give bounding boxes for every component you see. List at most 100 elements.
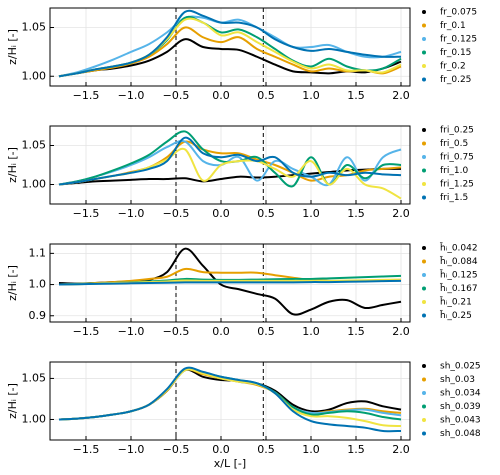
legend-label: fr_0.075 xyxy=(440,8,477,18)
x-axis-label: x/L [-] xyxy=(214,457,246,470)
legend-label: fr_0.25 xyxy=(440,75,471,85)
x-tick-label: −1.0 xyxy=(118,325,145,338)
legend-marker xyxy=(422,168,426,173)
legend-marker xyxy=(422,64,426,68)
legend-marker xyxy=(422,313,426,318)
legend-marker xyxy=(422,182,426,186)
x-tick-label: 0.0 xyxy=(212,443,230,456)
y-tick-label: 1.05 xyxy=(22,139,47,152)
plot-frame xyxy=(49,7,411,87)
y-axis-label: z/Hᵢ [-] xyxy=(6,147,19,183)
y-tick-label: 1.00 xyxy=(22,178,47,191)
x-tick-label: 1.5 xyxy=(347,89,365,102)
legend-marker xyxy=(422,286,426,291)
x-tick-label: −0.5 xyxy=(163,207,190,220)
x-tick-label: 0.5 xyxy=(257,207,275,220)
legend-marker xyxy=(422,195,426,200)
legend-marker xyxy=(422,377,426,382)
data-line xyxy=(58,366,402,433)
legend-marker xyxy=(422,77,426,82)
legend-marker xyxy=(422,128,426,132)
x-tick-label: −1.0 xyxy=(118,207,145,220)
x-tick-label: −0.5 xyxy=(163,325,190,338)
legend-marker xyxy=(422,418,426,422)
x-tick-label: −0.5 xyxy=(163,89,190,102)
legend-label: h̄ᵢ_0.21 xyxy=(439,296,471,308)
y-tick-label: 1.00 xyxy=(22,412,47,425)
x-tick-label: 0.0 xyxy=(212,89,230,102)
x-tick-label: 0.5 xyxy=(257,443,275,456)
x-tick-label: −1.5 xyxy=(73,325,100,338)
x-tick-label: 1.0 xyxy=(302,207,320,220)
legend-marker xyxy=(422,10,426,14)
plot-frame xyxy=(49,361,411,441)
legend-label: fri_0.25 xyxy=(440,126,474,136)
legend-label: sh_0.025 xyxy=(440,362,481,372)
legend-label: h̄ᵢ_0.25 xyxy=(439,309,471,321)
y-tick-label: 1.1 xyxy=(29,246,47,259)
legend-marker xyxy=(422,155,426,159)
x-tick-label: −1.0 xyxy=(118,443,145,456)
legend-label: fri_0.75 xyxy=(440,153,474,163)
x-tick-label: 1.0 xyxy=(302,89,320,102)
legend-marker xyxy=(422,50,426,55)
data-line xyxy=(58,9,402,78)
data-line xyxy=(58,367,402,421)
x-tick-label: 2.0 xyxy=(392,443,410,456)
legend-label: fri_1.25 xyxy=(440,180,474,190)
legend-marker xyxy=(422,391,426,395)
legend-label: fr_0.1 xyxy=(440,21,466,31)
x-tick-label: 1.5 xyxy=(347,443,365,456)
y-tick-label: 1.05 xyxy=(22,21,47,34)
legend-marker xyxy=(422,23,426,28)
x-tick-label: 0.0 xyxy=(212,207,230,220)
data-line xyxy=(58,136,402,186)
plot-frame xyxy=(49,243,411,323)
y-axis-label: z/Hᵢ [-] xyxy=(6,383,19,419)
legend-label: h̄ᵢ_0.167 xyxy=(439,282,477,294)
legend-label: h̄ᵢ_0.125 xyxy=(439,269,477,281)
legend-marker xyxy=(422,300,426,304)
x-tick-label: 0.5 xyxy=(257,325,275,338)
x-tick-label: 2.0 xyxy=(392,89,410,102)
data-line xyxy=(58,279,402,286)
data-line xyxy=(58,167,402,186)
x-tick-label: 1.5 xyxy=(347,207,365,220)
legend-label: h̄ᵢ_0.084 xyxy=(439,255,477,267)
y-tick-label: 1.0 xyxy=(29,278,47,291)
legend-marker xyxy=(422,431,426,436)
legend-label: sh_0.039 xyxy=(440,402,481,412)
x-tick-label: −1.0 xyxy=(118,89,145,102)
x-tick-label: 1.5 xyxy=(347,325,365,338)
x-tick-label: −1.5 xyxy=(73,443,100,456)
legend-label: sh_0.034 xyxy=(440,389,481,399)
legend-label: fri_0.5 xyxy=(440,139,468,149)
x-tick-label: 2.0 xyxy=(392,325,410,338)
legend-marker xyxy=(422,364,426,368)
x-tick-label: −1.5 xyxy=(73,207,100,220)
legend-label: fri_1.5 xyxy=(440,193,468,203)
legend-label: sh_0.03 xyxy=(440,375,475,385)
x-tick-label: 2.0 xyxy=(392,207,410,220)
y-axis-label: z/Hᵢ [-] xyxy=(6,265,19,301)
legend-marker xyxy=(422,404,426,409)
x-tick-label: 1.0 xyxy=(302,443,320,456)
legend-marker xyxy=(422,141,426,146)
legend-label: fr_0.2 xyxy=(440,62,466,72)
x-tick-label: 0.5 xyxy=(257,89,275,102)
y-tick-label: 1.05 xyxy=(22,371,47,384)
legend-marker xyxy=(422,273,426,277)
legend-label: sh_0.043 xyxy=(440,416,481,426)
legend-label: fr_0.15 xyxy=(440,48,471,58)
legend-label: h̄ᵢ_0.042 xyxy=(439,242,477,254)
x-tick-label: 0.0 xyxy=(212,325,230,338)
legend-label: fr_0.125 xyxy=(440,35,477,45)
x-tick-label: 1.0 xyxy=(302,325,320,338)
legend-label: sh_0.048 xyxy=(440,429,481,439)
y-axis-label: z/Hᵢ [-] xyxy=(6,29,19,65)
legend-marker xyxy=(422,259,426,264)
legend-marker xyxy=(422,37,426,41)
legend-marker xyxy=(422,246,426,250)
legend-label: fri_1.0 xyxy=(440,166,468,176)
